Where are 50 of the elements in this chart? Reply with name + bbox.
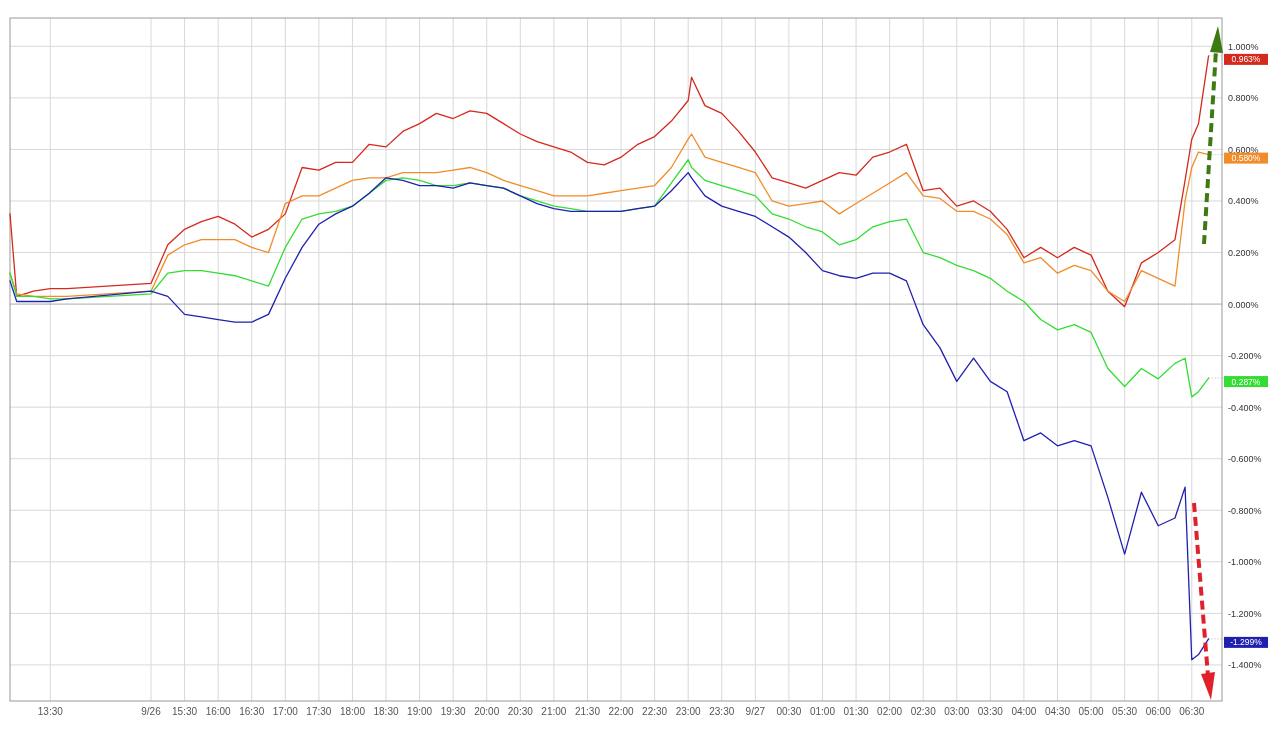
x-tick-label: 9/26	[141, 706, 162, 717]
y-tick-label: -0.400%	[1228, 402, 1262, 413]
x-tick-label: 18:30	[373, 706, 399, 717]
x-tick-label: 19:00	[407, 706, 433, 717]
x-tick-label: 9/27	[745, 706, 766, 717]
x-tick-label: 04:30	[1044, 706, 1071, 717]
annotation: 0.963%	[1231, 54, 1261, 65]
x-tick-label: 23:30	[709, 706, 735, 717]
y-tick-label: -1.000%	[1228, 557, 1262, 568]
x-tick-label: 21:30	[574, 706, 601, 717]
y-tick-label: 1.000%	[1228, 41, 1259, 52]
x-tick-label: 22:00	[608, 706, 634, 717]
y-tick-label: 0.200%	[1228, 248, 1259, 259]
x-tick-label: 03:30	[977, 706, 1004, 717]
x-tick-label: 21:00	[541, 706, 567, 717]
x-tick-label: 02:00	[877, 706, 903, 717]
x-tick-label: 17:00	[272, 706, 299, 717]
y-tick-label: -1.200%	[1228, 608, 1262, 619]
x-tick-label: 00:30	[776, 706, 802, 717]
x-tick-label: 02:30	[910, 706, 937, 717]
annotation: 0.580%	[1231, 153, 1261, 164]
x-tick-label: 05:30	[1112, 706, 1138, 717]
y-tick-label: -0.200%	[1228, 351, 1262, 362]
annotation: -1.299%	[1230, 637, 1263, 648]
y-tick-label: -0.600%	[1228, 454, 1262, 465]
y-tick-label: -1.400%	[1228, 660, 1262, 671]
y-tick-label: 0.600%	[1228, 144, 1259, 155]
x-tick-label: 06:00	[1145, 706, 1172, 717]
x-tick-label: 23:00	[675, 706, 702, 717]
y-tick-label: 0.000%	[1228, 299, 1259, 310]
annotation: 0.287%	[1231, 376, 1261, 387]
x-tick-label: 20:30	[507, 706, 534, 717]
y-tick-label: -0.800%	[1228, 505, 1262, 516]
x-tick-label: 17:30	[306, 706, 332, 717]
x-tick-label: 19:30	[440, 706, 467, 717]
y-tick-label: 0.800%	[1228, 93, 1259, 104]
x-tick-label: 01:00	[809, 706, 836, 717]
x-tick-label: 16:00	[205, 706, 232, 717]
x-tick-label: 22:30	[642, 706, 668, 717]
x-tick-label: 01:30	[843, 706, 869, 717]
x-tick-label: 05:00	[1078, 706, 1105, 717]
x-tick-label: 18:00	[339, 706, 366, 717]
x-tick-label: 03:00	[944, 706, 970, 717]
x-tick-label: 13:30	[37, 706, 64, 717]
x-tick-label: 04:00	[1011, 706, 1037, 717]
x-tick-label: 20:00	[474, 706, 500, 717]
x-tick-label: 16:30	[239, 706, 265, 717]
x-tick-label: 15:30	[172, 706, 198, 717]
y-tick-label: 0.400%	[1228, 196, 1259, 207]
x-tick-label: 06:30	[1179, 706, 1205, 717]
